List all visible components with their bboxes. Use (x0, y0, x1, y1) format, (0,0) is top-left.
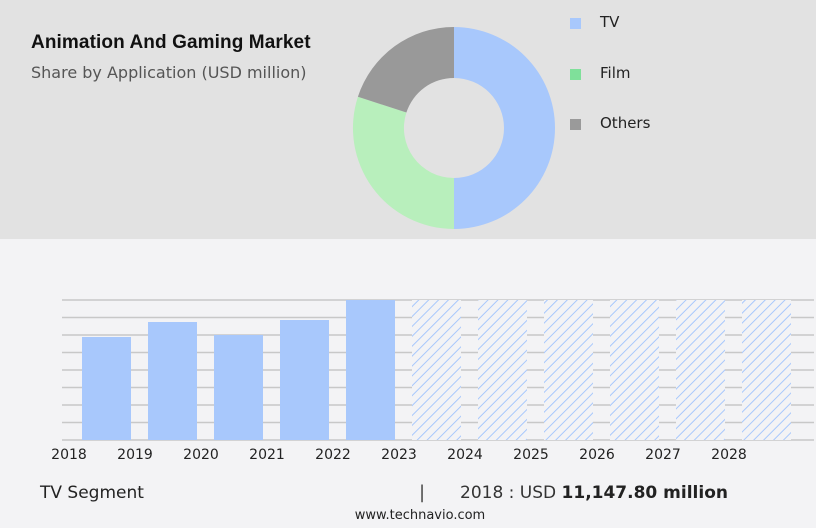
bar-2026 (610, 300, 659, 440)
bar-chart (62, 299, 814, 441)
bar-2027 (676, 300, 725, 440)
x-tick-label: 2028 (711, 447, 747, 463)
x-tick-label: 2025 (513, 447, 549, 463)
legend-swatch-tv (570, 18, 581, 29)
bar-2019 (148, 322, 197, 440)
bar-2020 (214, 335, 263, 440)
bars-actual (82, 300, 395, 440)
chart-subtitle: Share by Application (USD million) (31, 63, 307, 82)
bar-2018 (82, 337, 131, 440)
x-tick-label: 2023 (381, 447, 417, 463)
legend-swatch-film (570, 69, 581, 80)
x-tick-label: 2018 (51, 447, 87, 463)
donut-slice-tv (454, 27, 555, 229)
bar-2022 (346, 300, 395, 440)
legend-label: Film (600, 64, 631, 82)
x-tick-label: 2019 (117, 447, 153, 463)
legend-label: Others (600, 114, 651, 132)
bars-forecast (412, 300, 791, 440)
bar-2021 (280, 320, 329, 440)
segment-value-prefix: 2018 : USD (460, 483, 562, 503)
x-tick-label: 2020 (183, 447, 219, 463)
x-tick-label: 2024 (447, 447, 483, 463)
source-link[interactable]: www.technavio.com (354, 508, 486, 523)
segment-value: 2018 : USD 11,147.80 million (460, 483, 728, 503)
chart-title: Animation And Gaming Market (31, 32, 311, 53)
x-tick-label: 2027 (645, 447, 681, 463)
segment-value-amount: 11,147.80 million (561, 483, 728, 503)
legend-swatch-others (570, 119, 581, 130)
bar-2025 (544, 300, 593, 440)
donut-slice-film (352, 96, 454, 229)
donut-slice-others (357, 27, 454, 113)
segment-label: TV Segment (40, 483, 144, 503)
bar-2024 (478, 300, 527, 440)
footer-separator: | (419, 482, 426, 503)
bar-2023 (412, 300, 461, 440)
donut-chart (352, 27, 555, 229)
legend-label: TV (600, 13, 620, 31)
x-tick-label: 2022 (315, 447, 351, 463)
x-tick-label: 2021 (249, 447, 285, 463)
bar-2028 (742, 300, 791, 440)
x-tick-label: 2026 (579, 447, 615, 463)
